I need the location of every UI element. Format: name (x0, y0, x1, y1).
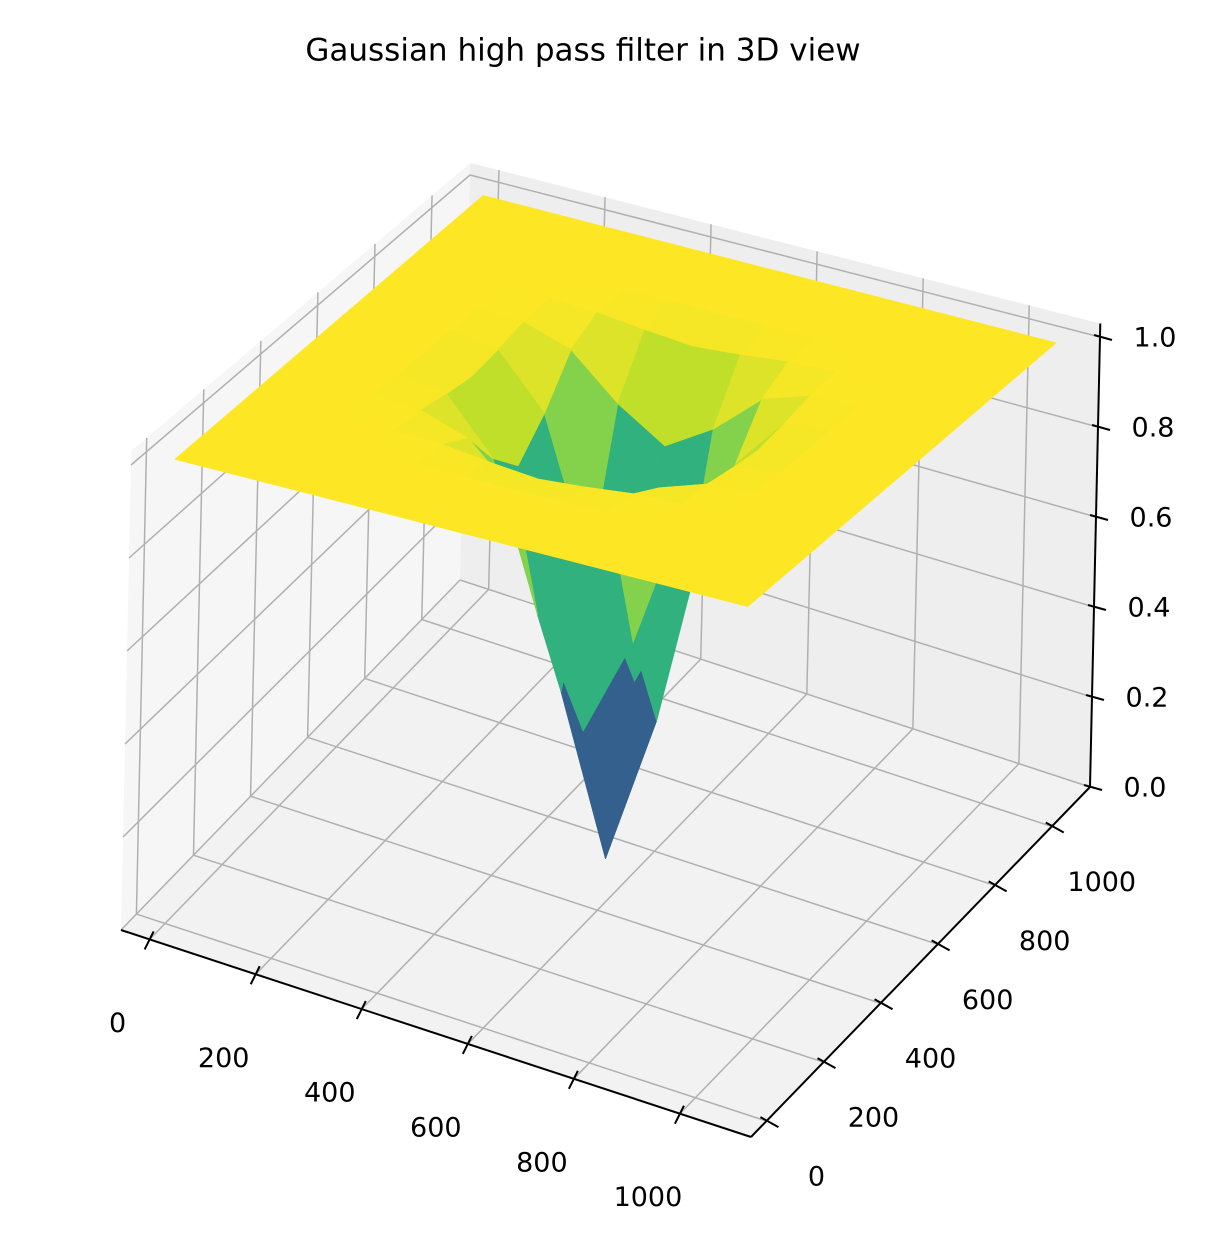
grid-line (467, 693, 808, 1045)
x-tick-label: 0 (109, 1008, 126, 1039)
grid-line (136, 913, 767, 1122)
y-tick-label: 800 (1019, 926, 1071, 957)
x-tick-label: 600 (410, 1112, 462, 1143)
grid-line (149, 588, 490, 940)
x-tick (249, 965, 261, 985)
x-tick (674, 1105, 685, 1125)
grid-line (120, 579, 461, 931)
grid-line (122, 498, 463, 838)
x-tick-label: 200 (198, 1043, 250, 1074)
z-tick (1093, 334, 1113, 341)
y-tick (988, 880, 1008, 893)
z-tick-label: 0.2 (1126, 683, 1169, 714)
grid-line (135, 437, 148, 915)
x-axis (120, 929, 752, 1138)
z-tick-label: 0.4 (1128, 593, 1171, 624)
x-tick-label: 400 (304, 1078, 356, 1109)
x-tick (461, 1035, 473, 1055)
x-tick-label: 800 (516, 1147, 568, 1178)
grid-line (192, 389, 205, 856)
y-axis (750, 786, 1091, 1138)
surface-cell (699, 571, 774, 607)
x-tick (355, 1000, 367, 1020)
y-tick (931, 939, 951, 952)
grid-line (130, 174, 471, 466)
grid-line (364, 677, 995, 887)
y-tick-label: 0 (808, 1162, 825, 1193)
z-tick (1083, 784, 1103, 791)
x-tick-label: 1000 (614, 1182, 683, 1213)
y-tick-label: 200 (848, 1103, 900, 1134)
grid-line (469, 174, 1101, 338)
z-axis (1089, 323, 1102, 788)
chart-title: Gaussian high pass filter in 3D view (305, 33, 860, 69)
x-tick (567, 1070, 579, 1090)
y-tick-label: 400 (905, 1044, 957, 1075)
y-tick (759, 1116, 779, 1128)
grid-line (255, 623, 596, 975)
z-tick (1091, 424, 1111, 431)
grid-line (193, 854, 824, 1063)
grid-line (679, 763, 1020, 1115)
grid-line (250, 795, 881, 1004)
z-tick-label: 1.0 (1134, 323, 1177, 354)
z-tick (1089, 514, 1109, 521)
grid-line (1018, 305, 1030, 764)
z-tick-label: 0.8 (1132, 413, 1175, 444)
grid-line (573, 728, 914, 1080)
y-tick (816, 1057, 836, 1070)
z-tick-label: 0.0 (1124, 773, 1167, 804)
grid-line (307, 736, 938, 946)
z-tick-label: 0.6 (1130, 503, 1173, 534)
y-tick-label: 600 (962, 985, 1014, 1016)
grid-line (421, 618, 1052, 828)
z-tick (1085, 694, 1105, 701)
z-tick (1087, 604, 1107, 611)
y-tick (1045, 821, 1065, 834)
x-tick (143, 930, 155, 950)
y-tick (874, 998, 894, 1011)
y-tick-label: 1000 (1067, 867, 1136, 898)
